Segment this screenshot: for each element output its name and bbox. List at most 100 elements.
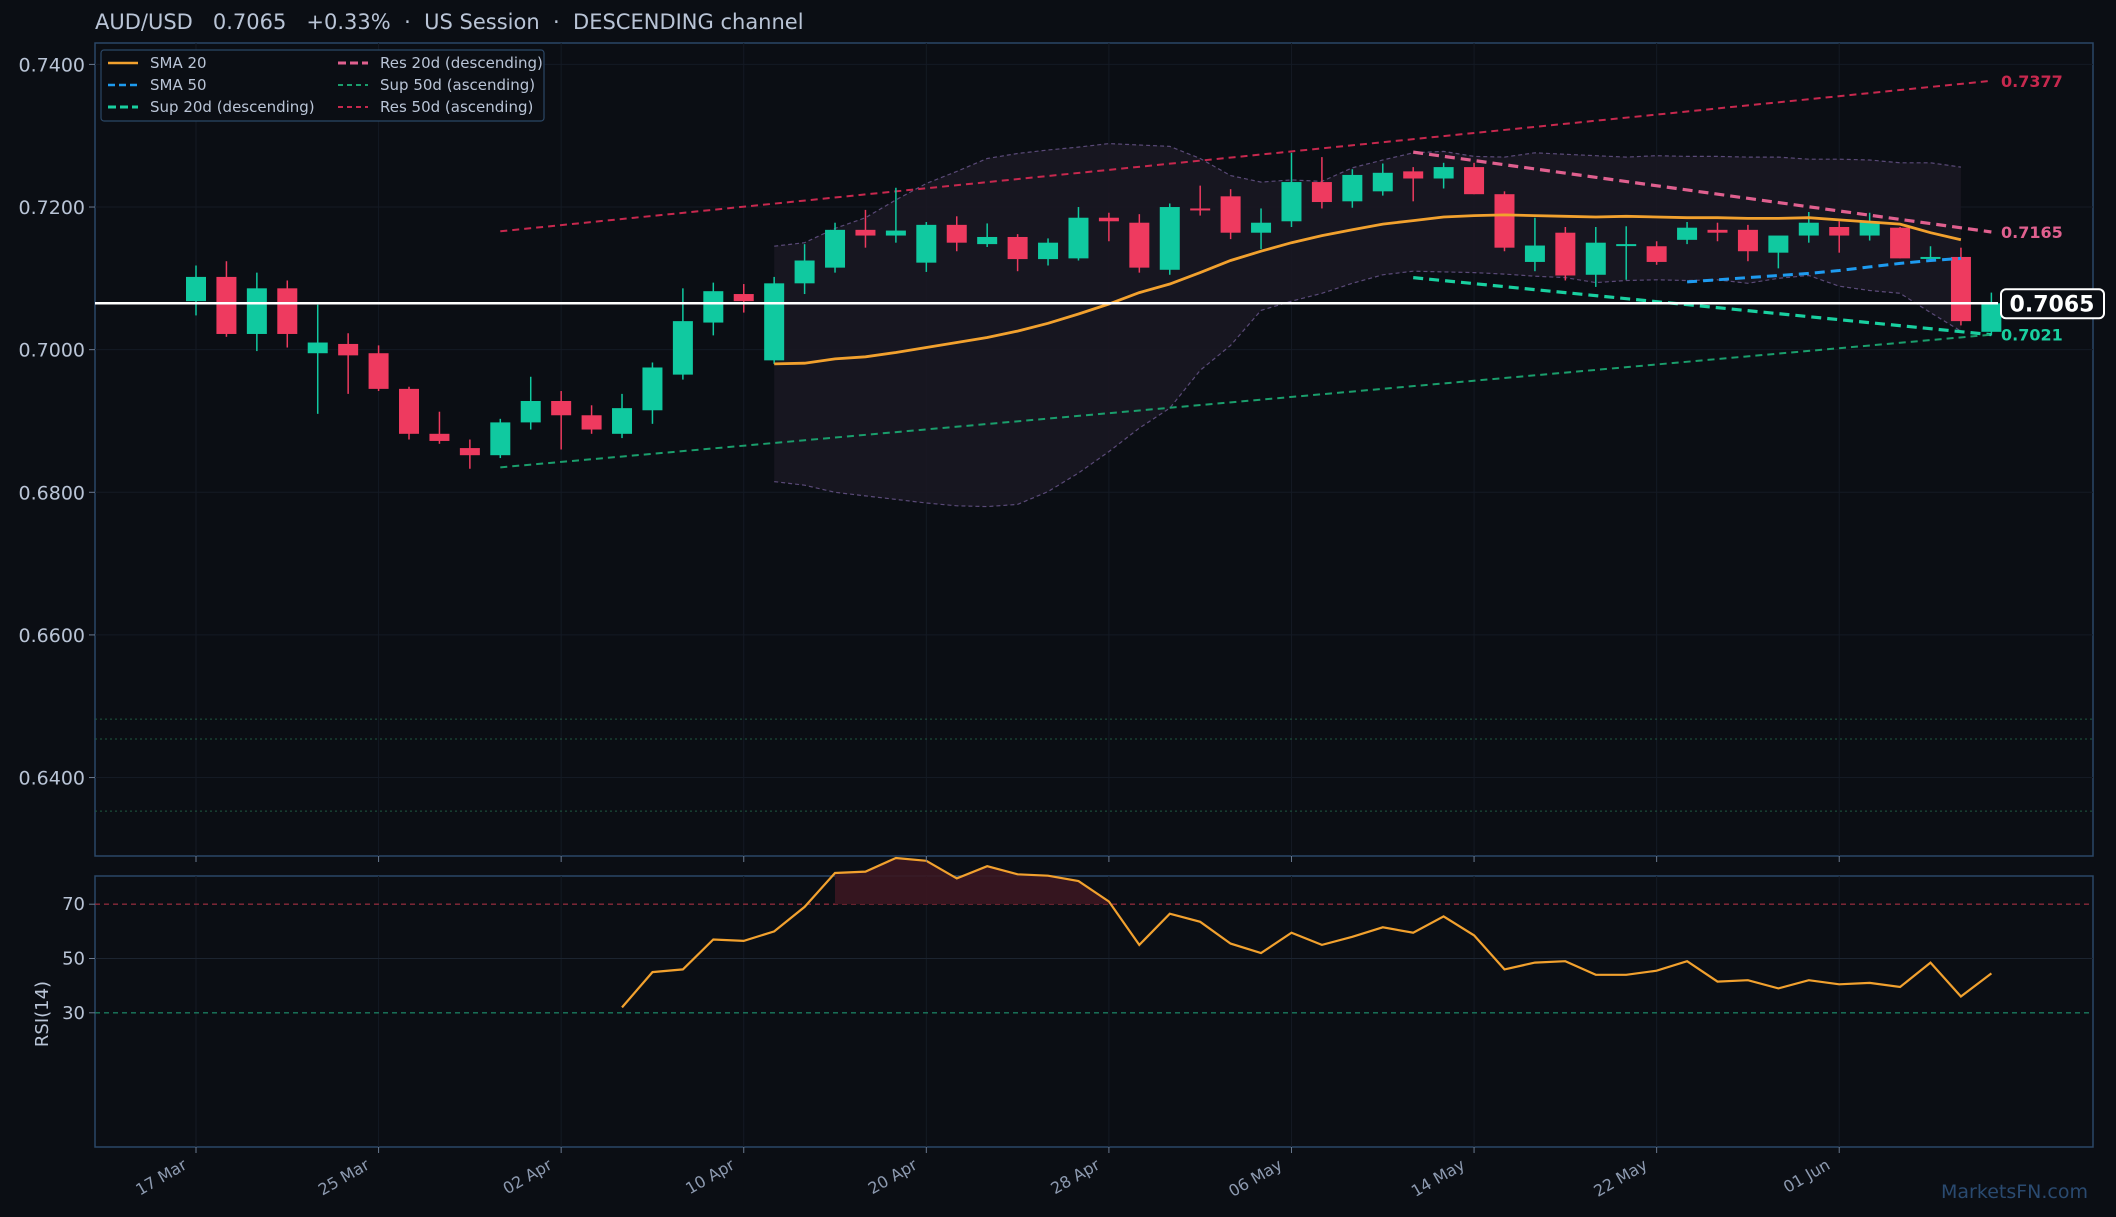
price-tick-label: 0.6600 (19, 625, 85, 647)
rsi-tick-label: 50 (62, 949, 85, 970)
rsi-panel: 30 50 70 RSI(14) (32, 856, 2094, 1148)
candle-bearish (1737, 224, 1758, 262)
rsi-tick-label: 30 (62, 1003, 85, 1024)
candle-body (1129, 222, 1150, 268)
x-tick-label: 10 Apr (682, 1155, 738, 1198)
candle-body (1616, 244, 1637, 247)
candle-bearish (1555, 226, 1576, 281)
candle-body (459, 448, 480, 456)
candle-body (1829, 226, 1850, 236)
candle-body (703, 291, 724, 323)
candle-bullish (490, 418, 511, 459)
level-label: 0.7165 (2001, 223, 2063, 242)
candle-bullish (1585, 226, 1606, 287)
candle-bullish (977, 223, 998, 247)
candle-bullish (703, 282, 724, 336)
candle-bullish (1159, 203, 1180, 275)
candle-bullish (1677, 222, 1698, 245)
candle-bullish (1281, 152, 1302, 227)
candle-body (1190, 208, 1211, 211)
level-label: 0.7021 (2001, 326, 2063, 345)
x-tick-label: 17 Mar (132, 1155, 190, 1199)
legend-frame (100, 49, 545, 122)
candle-body (672, 321, 693, 375)
candle-body (916, 224, 937, 263)
candle-bearish (581, 405, 602, 434)
sma50-line (1686, 256, 1962, 284)
candle-bullish (1616, 226, 1637, 280)
candle-body (1555, 232, 1576, 276)
candle-body (1524, 245, 1545, 262)
x-tick-label: 20 Apr (865, 1155, 921, 1198)
candle-bearish (1829, 221, 1850, 253)
level-label: 0.7377 (2001, 72, 2063, 91)
price-tick-label: 0.6400 (19, 768, 85, 790)
candle-body (764, 283, 785, 361)
candle-body (946, 224, 967, 243)
candle-bullish (1920, 246, 1941, 259)
rsi-tick-label: 70 (62, 894, 85, 915)
candle-bullish (1038, 238, 1059, 266)
candle-bullish (246, 272, 267, 352)
candle-body (1920, 256, 1941, 259)
candle-bullish (916, 222, 937, 272)
legend-item: SMA 20 (108, 54, 207, 72)
bollinger-upper-line (774, 142, 1961, 247)
candle-bullish (642, 362, 663, 424)
candle-bearish (1403, 167, 1424, 202)
candle-body (1798, 222, 1819, 236)
price-tick-label: 0.6800 (19, 482, 85, 504)
x-tick-label: 02 Apr (500, 1155, 556, 1198)
candle-body (551, 401, 572, 416)
candle-bearish (551, 391, 572, 450)
x-tick-label: 14 May (1408, 1155, 1468, 1201)
rsi-line (621, 856, 1993, 1009)
candle-body (1585, 242, 1606, 275)
legend-item: Res 50d (ascending) (338, 98, 533, 116)
candle-bearish (338, 333, 359, 394)
last-price-label: 0.7065 (212, 10, 287, 34)
x-tick-label: 06 May (1225, 1155, 1285, 1201)
channel-label: DESCENDING channel (573, 10, 804, 34)
candle-bearish (1890, 226, 1911, 259)
legend-item: SMA 50 (108, 76, 207, 94)
candle-bullish (186, 265, 206, 316)
candle-bullish (307, 304, 328, 414)
legend-item: Sup 20d (descending) (108, 98, 315, 116)
candle-bullish (1068, 207, 1089, 261)
x-tick-label: 01 Jun (1780, 1155, 1833, 1197)
candle-bearish (946, 216, 967, 252)
candle-body (1646, 246, 1667, 262)
candle-body (520, 401, 541, 423)
candle-bullish (1251, 208, 1272, 250)
candle-body (1281, 182, 1302, 222)
candle-body (1342, 174, 1363, 202)
legend-label: Sup 50d (ascending) (380, 76, 535, 94)
candle-body (216, 276, 237, 334)
bollinger-lower-line (774, 270, 1962, 508)
candle-bullish (1342, 169, 1363, 208)
candle-bearish (399, 386, 420, 440)
title-separator: · (552, 10, 560, 34)
candle-bearish (1190, 185, 1211, 216)
candle-body (1038, 242, 1059, 260)
candle-body (1981, 303, 2002, 332)
candle-bearish (277, 280, 298, 348)
x-tick-label: 25 Mar (315, 1155, 373, 1199)
candle-body (1098, 217, 1119, 222)
candle-body (399, 388, 420, 434)
candle-bearish (429, 411, 450, 444)
title-separator: · (404, 10, 411, 34)
trendline-sup-50d-ascending- (500, 333, 1992, 469)
candle-body (1677, 227, 1698, 240)
candle-bullish (1372, 163, 1393, 196)
candle-bullish (764, 276, 785, 364)
session-label: US Session (424, 10, 540, 34)
legend-label: Res 50d (ascending) (380, 98, 533, 116)
candle-body (1311, 182, 1332, 203)
price-tick-label: 0.7400 (19, 54, 85, 76)
trendline-sup-20d-descending- (1413, 276, 1992, 337)
candle-bullish (612, 393, 633, 439)
trendline-res-50d-ascending- (500, 79, 1992, 233)
